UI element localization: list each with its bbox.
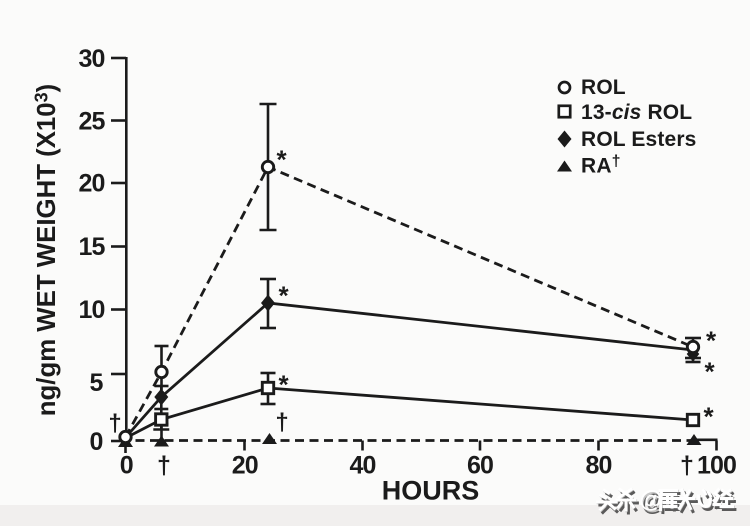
svg-text:†: † xyxy=(108,410,121,437)
svg-text:†: † xyxy=(680,452,693,480)
svg-text:20: 20 xyxy=(232,452,258,480)
svg-text:@: @ xyxy=(642,490,664,516)
svg-text:*: * xyxy=(706,326,717,356)
svg-text:ROL Esters: ROL Esters xyxy=(581,128,697,151)
svg-text:13-cis ROL: 13-cis ROL xyxy=(581,101,692,124)
svg-text:*: * xyxy=(278,370,289,400)
svg-text:30: 30 xyxy=(78,45,104,73)
svg-text:5: 5 xyxy=(89,369,103,397)
svg-text:†: † xyxy=(157,452,170,480)
svg-text:0: 0 xyxy=(89,428,102,456)
svg-text:*: * xyxy=(704,357,715,387)
svg-text:60: 60 xyxy=(467,452,493,480)
svg-text:100: 100 xyxy=(697,452,736,480)
svg-text:†: † xyxy=(275,409,288,436)
svg-text:40: 40 xyxy=(349,452,375,480)
svg-text:@: @ xyxy=(640,486,662,512)
svg-text:0: 0 xyxy=(120,452,133,480)
svg-text:25: 25 xyxy=(78,108,105,136)
svg-text:10: 10 xyxy=(78,296,104,324)
svg-text:HOURS: HOURS xyxy=(382,476,480,506)
svg-text:@: @ xyxy=(641,488,663,514)
svg-text:20: 20 xyxy=(78,170,104,198)
svg-text:80: 80 xyxy=(585,452,611,480)
svg-text:15: 15 xyxy=(78,233,105,261)
svg-text:*: * xyxy=(278,281,289,311)
svg-text:*: * xyxy=(276,145,287,175)
svg-text:*: * xyxy=(703,402,714,432)
svg-text:ng/gm WET WEIGHT (X103): ng/gm WET WEIGHT (X103) xyxy=(32,84,62,416)
svg-text:ROL: ROL xyxy=(581,76,626,99)
